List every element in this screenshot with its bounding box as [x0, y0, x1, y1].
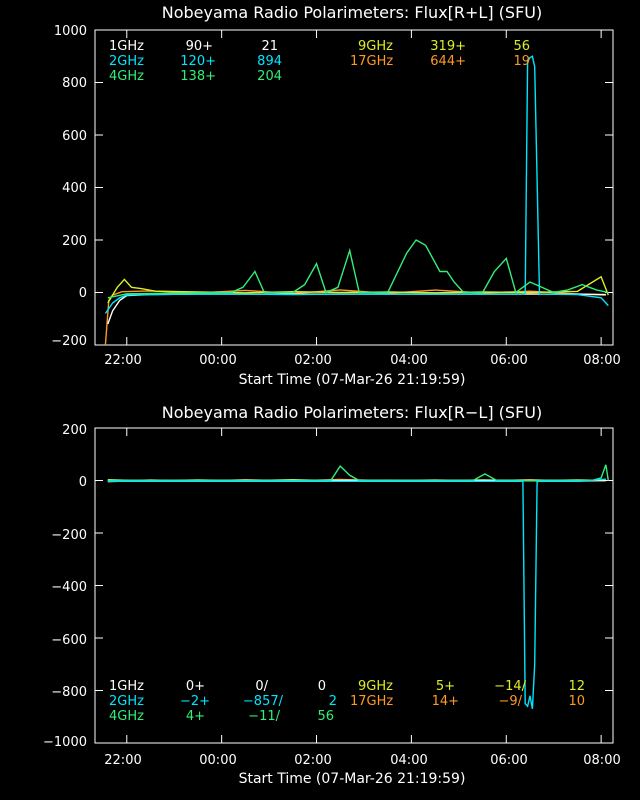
legend-peak-9ghz: 56 [513, 39, 530, 54]
legend-start-17ghz: 14+ [432, 694, 459, 709]
y-tick-label: −400 [51, 580, 87, 595]
y-tick-label: 800 [62, 76, 87, 91]
legend-label-2ghz: 2GHz [109, 694, 144, 709]
legend-start-9ghz: 319+ [430, 39, 466, 54]
series-lines [107, 464, 609, 710]
x-tick-label: 04:00 [390, 353, 427, 368]
legend-label-17ghz: 17GHz [350, 54, 393, 69]
series-lines [104, 55, 609, 346]
y-tick-label: 200 [62, 423, 87, 438]
legend-peak-2ghz: 2 [329, 694, 337, 709]
series-line-2ghz [107, 478, 606, 710]
chart-flux-r-minus-l: Nobeyama Radio Polarimeters: Flux[R−L] (… [43, 403, 621, 787]
x-tick-label: 04:00 [390, 753, 427, 768]
chart-title: Nobeyama Radio Polarimeters: Flux[R+L] (… [162, 3, 542, 22]
y-tick-label: 0 [79, 475, 87, 490]
x-tick-label: 06:00 [490, 753, 527, 768]
x-tick-label: 00:00 [199, 753, 236, 768]
legend: 1GHz 90+ 21 2GHz 120+ 894 4GHz 138+ 204 … [109, 39, 530, 84]
legend-peak-4ghz: 204 [257, 69, 282, 84]
legend-start-1ghz: 90+ [186, 39, 213, 54]
legend-start-2ghz: −2+ [180, 694, 210, 709]
legend-peak-1ghz: 0 [318, 679, 326, 694]
legend-peak-4ghz: 56 [317, 709, 334, 724]
legend-label-4ghz: 4GHz [109, 709, 144, 724]
y-tick-label: 1000 [54, 24, 87, 39]
x-tick-label: 00:00 [199, 353, 236, 368]
x-axis-label: Start Time (07-Mar-26 21:19:59) [239, 372, 466, 388]
y-tick-label: −200 [51, 528, 87, 543]
y-tick-label: −1000 [43, 735, 87, 750]
y-tick-label: −200 [51, 334, 87, 349]
legend-peak-2ghz: 894 [257, 54, 282, 69]
series-line-1ghz [107, 293, 606, 325]
legend-label-4ghz: 4GHz [109, 69, 144, 84]
y-tick-label: 600 [62, 129, 87, 144]
legend-mid-9ghz: −14/ [494, 679, 526, 694]
series-line-17ghz [104, 289, 606, 346]
legend-peak-17ghz: 10 [568, 694, 585, 709]
chart-title: Nobeyama Radio Polarimeters: Flux[R−L] (… [162, 403, 542, 422]
y-tick-label: 400 [62, 181, 87, 196]
y-tick-label: −600 [51, 633, 87, 648]
y-tick-label: 0 [79, 286, 87, 301]
ticks [95, 427, 613, 744]
x-tick-label: 02:00 [294, 353, 331, 368]
x-tick-label: 08:00 [583, 753, 620, 768]
series-line-4ghz [107, 464, 609, 482]
legend-label-1ghz: 1GHz [109, 679, 144, 694]
legend-mid-17ghz: −9/ [498, 694, 522, 709]
y-tick-label: −800 [51, 685, 87, 700]
legend-label-1ghz: 1GHz [109, 39, 144, 54]
legend-start-1ghz: 0+ [186, 679, 205, 694]
legend-start-9ghz: 5+ [436, 679, 455, 694]
series-line-2ghz [104, 55, 609, 314]
y-tick-label: 200 [62, 234, 87, 249]
legend-label-9ghz: 9GHz [358, 39, 393, 54]
chart-flux-r-plus-l: Nobeyama Radio Polarimeters: Flux[R+L] (… [51, 3, 620, 388]
legend-mid-2ghz: −857/ [243, 694, 284, 709]
legend-mid-4ghz: −11/ [248, 709, 280, 724]
x-tick-label: 02:00 [294, 753, 331, 768]
legend-start-2ghz: 120+ [180, 54, 216, 69]
legend-label-17ghz: 17GHz [350, 694, 393, 709]
legend-peak-1ghz: 21 [261, 39, 278, 54]
x-axis-label: Start Time (07-Mar-26 21:19:59) [239, 771, 466, 787]
legend-start-4ghz: 138+ [180, 69, 216, 84]
legend-start-17ghz: 644+ [430, 54, 466, 69]
legend-start-4ghz: 4+ [186, 709, 205, 724]
legend-peak-17ghz: 19 [513, 54, 530, 69]
legend-peak-9ghz: 12 [568, 679, 585, 694]
legend-label-9ghz: 9GHz [358, 679, 393, 694]
legend: 1GHz 0+ 0/ 0 2GHz −2+ −857/ 2 4GHz 4+ −1… [109, 679, 585, 724]
x-tick-label: 08:00 [583, 353, 620, 368]
legend-label-2ghz: 2GHz [109, 54, 144, 69]
x-tick-label: 22:00 [104, 353, 141, 368]
x-tick-label: 06:00 [490, 353, 527, 368]
legend-mid-1ghz: 0/ [255, 679, 268, 694]
x-tick-label: 22:00 [104, 753, 141, 768]
series-line-4ghz [107, 239, 609, 299]
